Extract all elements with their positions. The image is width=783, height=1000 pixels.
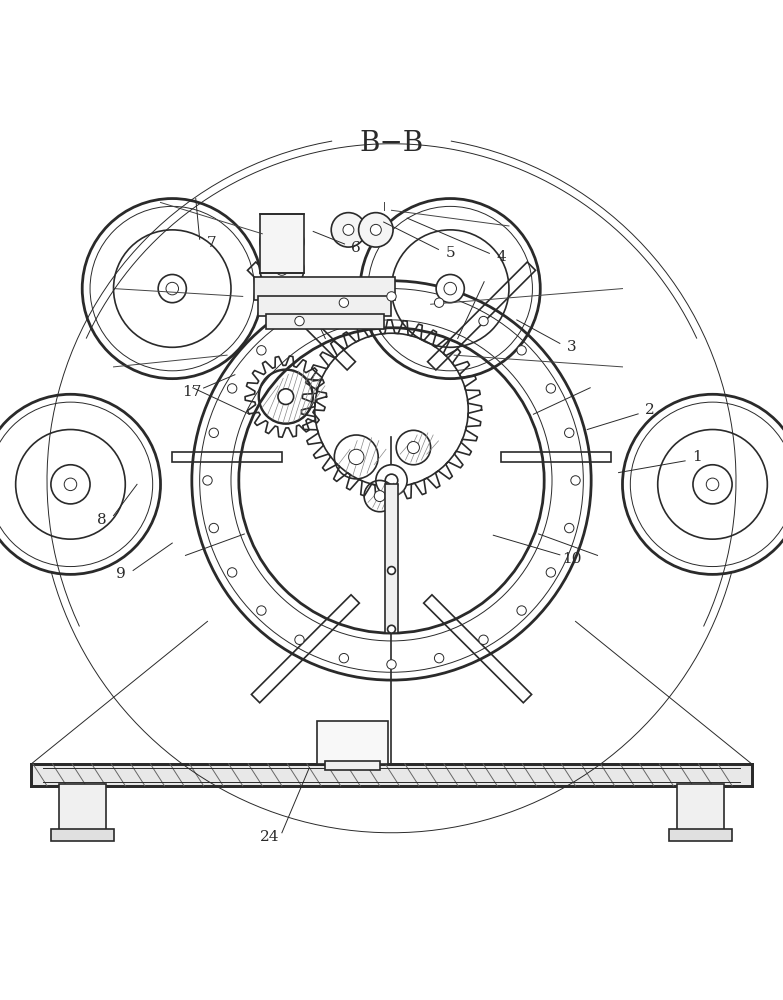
Circle shape	[376, 465, 407, 496]
Circle shape	[436, 274, 464, 303]
Text: 3: 3	[567, 340, 576, 354]
Text: 4: 4	[496, 250, 506, 264]
Circle shape	[444, 282, 456, 295]
Bar	[258, 296, 392, 316]
Circle shape	[227, 568, 236, 577]
Text: 24: 24	[261, 830, 280, 844]
Text: B−B: B−B	[359, 130, 424, 157]
Circle shape	[158, 274, 186, 303]
Circle shape	[295, 316, 304, 326]
Text: 7: 7	[207, 236, 216, 250]
Circle shape	[385, 474, 398, 487]
Circle shape	[260, 247, 304, 291]
Circle shape	[51, 465, 90, 504]
Circle shape	[517, 606, 526, 615]
Bar	[325, 761, 380, 770]
Text: 5: 5	[446, 246, 455, 260]
Circle shape	[339, 653, 348, 663]
Circle shape	[339, 298, 348, 307]
Circle shape	[257, 606, 266, 615]
Circle shape	[343, 224, 354, 235]
Circle shape	[278, 389, 294, 404]
Circle shape	[294, 635, 304, 644]
Circle shape	[387, 660, 396, 669]
Circle shape	[257, 346, 266, 355]
Circle shape	[388, 625, 395, 633]
Circle shape	[370, 224, 381, 235]
Circle shape	[387, 292, 396, 301]
Circle shape	[407, 442, 420, 454]
Bar	[31, 764, 752, 786]
Bar	[669, 829, 732, 841]
Bar	[59, 784, 106, 833]
Circle shape	[348, 449, 364, 465]
Circle shape	[565, 523, 574, 533]
Circle shape	[478, 635, 488, 644]
Text: 9: 9	[117, 567, 126, 581]
Circle shape	[693, 465, 732, 504]
Circle shape	[547, 568, 556, 577]
Circle shape	[166, 282, 179, 295]
Circle shape	[276, 235, 288, 248]
Text: 1: 1	[692, 450, 702, 464]
Circle shape	[706, 478, 719, 491]
Bar	[266, 314, 384, 329]
Circle shape	[565, 428, 574, 437]
Text: 6: 6	[352, 241, 361, 255]
Circle shape	[64, 478, 77, 491]
Bar	[254, 277, 395, 300]
Circle shape	[359, 213, 393, 247]
Circle shape	[260, 220, 304, 264]
Bar	[385, 484, 398, 633]
Circle shape	[479, 316, 489, 326]
Circle shape	[571, 476, 580, 485]
Circle shape	[517, 346, 526, 355]
Circle shape	[209, 523, 218, 533]
Circle shape	[435, 298, 444, 307]
Text: 17: 17	[182, 385, 201, 399]
Circle shape	[203, 476, 212, 485]
Bar	[677, 784, 724, 833]
Circle shape	[209, 428, 218, 437]
Circle shape	[276, 263, 288, 275]
Text: 8: 8	[97, 513, 106, 527]
Circle shape	[388, 567, 395, 574]
Bar	[260, 214, 304, 273]
Bar	[317, 721, 388, 764]
Circle shape	[227, 384, 236, 393]
Bar	[51, 829, 114, 841]
Circle shape	[435, 653, 444, 663]
Text: 2: 2	[645, 403, 655, 417]
Text: 10: 10	[562, 552, 581, 566]
Circle shape	[374, 491, 385, 502]
Circle shape	[547, 384, 556, 393]
Circle shape	[331, 213, 366, 247]
